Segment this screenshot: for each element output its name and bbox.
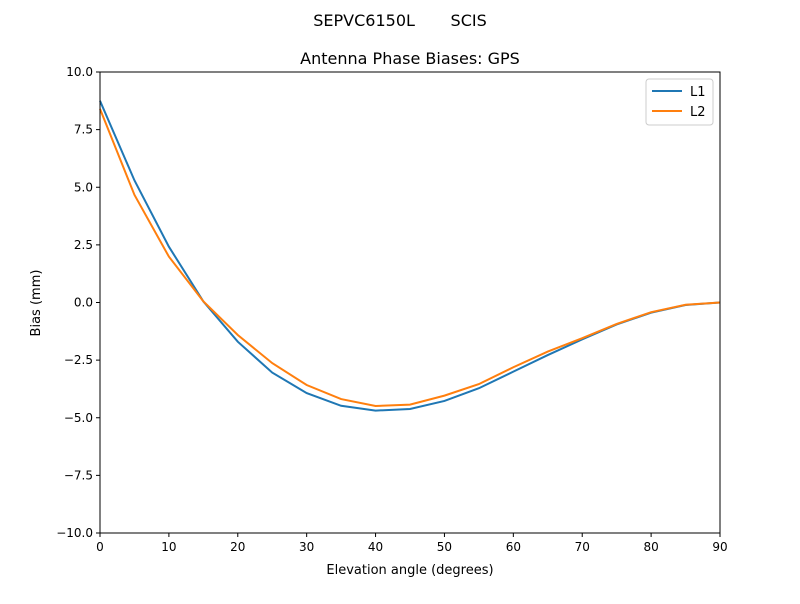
y-tick-label: 2.5 bbox=[74, 238, 93, 252]
y-tick-label: 0.0 bbox=[74, 296, 93, 310]
y-tick-label: 10.0 bbox=[66, 65, 93, 79]
x-tick-label: 50 bbox=[437, 540, 452, 554]
x-tick-label: 10 bbox=[161, 540, 176, 554]
legend-label: L1 bbox=[690, 85, 706, 100]
y-tick-label: −7.5 bbox=[64, 468, 93, 482]
series-line-l2 bbox=[99, 108, 721, 407]
y-tick-label: 7.5 bbox=[74, 123, 93, 137]
x-axis-label: Elevation angle (degrees) bbox=[326, 563, 493, 578]
legend-label: L2 bbox=[690, 105, 706, 120]
plot-frame bbox=[99, 71, 721, 534]
x-tick-label: 30 bbox=[299, 540, 314, 554]
x-tick-label: 20 bbox=[230, 540, 245, 554]
x-tick-label: 90 bbox=[712, 540, 727, 554]
y-tick-label: −2.5 bbox=[64, 353, 93, 367]
x-tick-label: 0 bbox=[96, 540, 104, 554]
y-axis-label: Bias (mm) bbox=[29, 270, 44, 337]
x-tick-label: 70 bbox=[575, 540, 590, 554]
y-tick-label: −5.0 bbox=[64, 411, 93, 425]
x-tick-label: 40 bbox=[368, 540, 383, 554]
x-tick-label: 60 bbox=[506, 540, 521, 554]
series-line-l1 bbox=[99, 100, 721, 412]
chart-title: Antenna Phase Biases: GPS bbox=[300, 49, 520, 68]
y-tick-label: 5.0 bbox=[74, 180, 93, 194]
y-tick-label: −10.0 bbox=[56, 526, 93, 540]
x-tick-label: 80 bbox=[643, 540, 658, 554]
suptitle: SEPVC6150L SCIS bbox=[313, 11, 486, 30]
